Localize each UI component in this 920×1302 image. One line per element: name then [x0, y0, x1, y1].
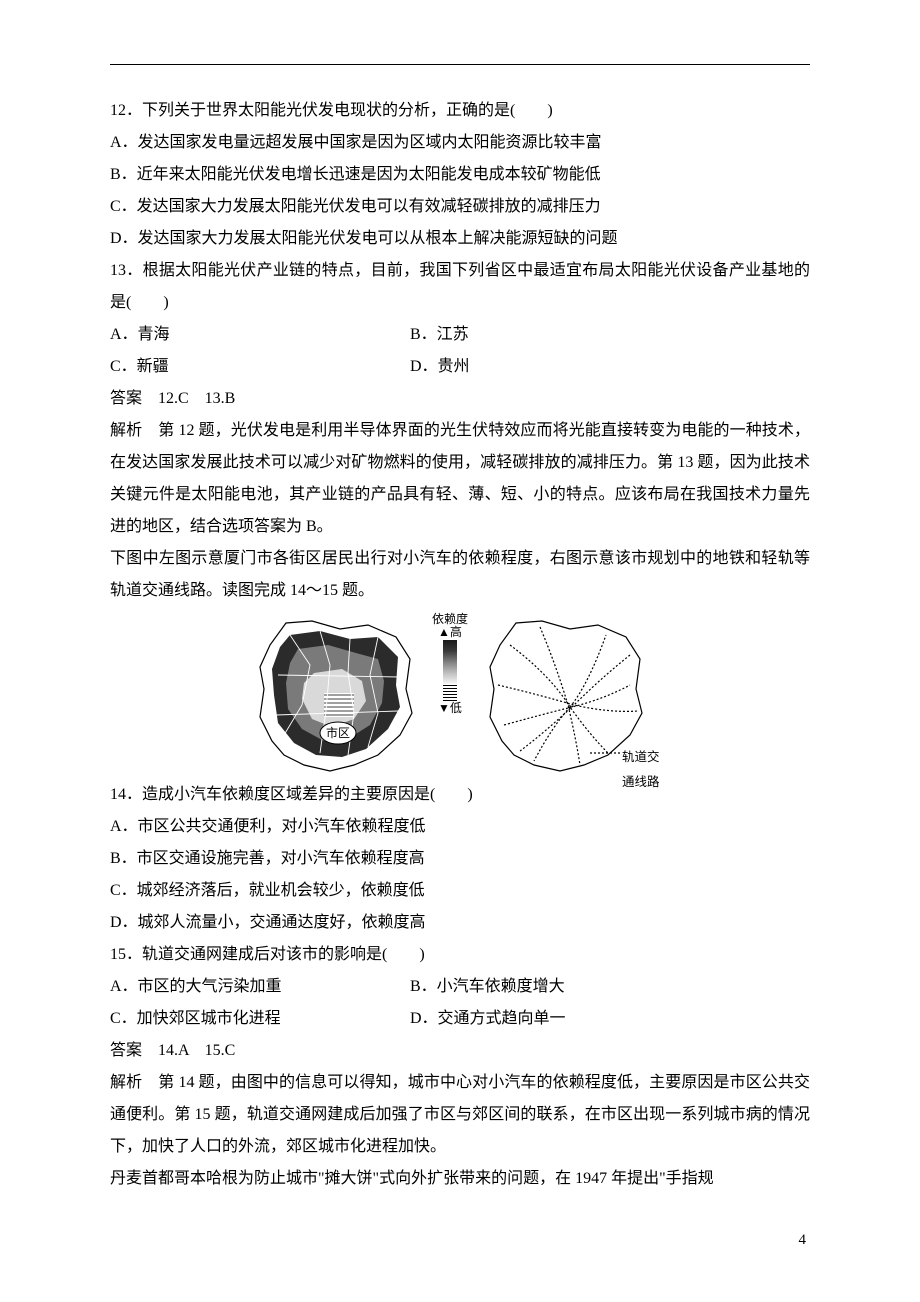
q15-option-b: B．小汽车依赖度增大 [410, 971, 810, 1003]
q13-row-ab: A．青海 B．江苏 [110, 319, 810, 351]
q13-stem: 13．根据太阳能光伏产业链的特点，目前，我国下列省区中最适宜布局太阳能光伏设备产… [110, 255, 810, 319]
q12-stem: 12．下列关于世界太阳能光伏发电现状的分析，正确的是( ) [110, 95, 810, 127]
page-number: 4 [110, 1225, 810, 1255]
right-map-outline [490, 621, 642, 771]
q14-option-b: B．市区交通设施完善，对小汽车依赖程度高 [110, 843, 810, 875]
legend-hatch [443, 685, 457, 701]
legend-low-arrow: ▼低 [438, 702, 462, 715]
legend-high-arrow: ▲高 [438, 626, 462, 639]
tail-paragraph: 丹麦首都哥本哈根为防止城市"摊大饼"式向外扩张带来的问题，在 1947 年提出"… [110, 1163, 810, 1195]
q15-option-c: C．加快郊区城市化进程 [110, 1003, 410, 1035]
svg-text:市区: 市区 [326, 725, 350, 740]
q13-option-b: B．江苏 [410, 319, 810, 351]
q13-row-cd: C．新疆 D．贵州 [110, 351, 810, 383]
q15-option-a: A．市区的大气污染加重 [110, 971, 410, 1003]
q14-stem: 14．造成小汽车依赖度区域差异的主要原因是( ) [110, 779, 810, 811]
left-map-svg: 市区 [250, 615, 420, 775]
explanation-14-15: 解析 第 14 题，由图中的信息可以得知，城市中心对小汽车的依赖程度低，主要原因… [110, 1067, 810, 1163]
rail-line-label: 轨道交通线路 [622, 745, 670, 795]
explanation-12-13: 解析 第 12 题，光伏发电是利用半导体界面的光生伏特效应而将光能直接转变为电能… [110, 415, 810, 543]
answer-14-15: 答案 14.A 15.C [110, 1035, 810, 1067]
q15-option-d: D．交通方式趋向单一 [410, 1003, 810, 1035]
figure-container: 市区 依赖度 ▲高 ▼低 [110, 615, 810, 775]
q13-option-a: A．青海 [110, 319, 410, 351]
q14-option-a: A．市区公共交通便利，对小汽车依赖程度低 [110, 811, 810, 843]
q15-row-ab: A．市区的大气污染加重 B．小汽车依赖度增大 [110, 971, 810, 1003]
figure-intro: 下图中左图示意厦门市各街区居民出行对小汽车的依赖程度，右图示意该市规划中的地铁和… [110, 543, 810, 607]
q15-row-cd: C．加快郊区城市化进程 D．交通方式趋向单一 [110, 1003, 810, 1035]
q12-option-a: A．发达国家发电量远超发展中国家是因为区域内太阳能资源比较丰富 [110, 127, 810, 159]
q13-option-d: D．贵州 [410, 351, 810, 383]
right-map-container: 轨道交通线路 [480, 615, 670, 775]
legend: 依赖度 ▲高 ▼低 [432, 613, 468, 716]
q14-option-d: D．城郊人流量小，交通通达度好，依赖度高 [110, 907, 810, 939]
q13-option-c: C．新疆 [110, 351, 410, 383]
q14-option-c: C．城郊经济落后，就业机会较少，依赖度低 [110, 875, 810, 907]
top-rule [110, 64, 810, 65]
q12-option-d: D．发达国家大力发展太阳能光伏发电可以从根本上解决能源短缺的问题 [110, 223, 810, 255]
answer-12-13: 答案 12.C 13.B [110, 383, 810, 415]
q12-option-c: C．发达国家大力发展太阳能光伏发电可以有效减轻碳排放的减排压力 [110, 191, 810, 223]
figure-maps: 市区 依赖度 ▲高 ▼低 [250, 615, 670, 775]
q15-stem: 15．轨道交通网建成后对该市的影响是( ) [110, 939, 810, 971]
left-map-shiqu-label: 市区 [320, 722, 356, 744]
q12-option-b: B．近年来太阳能光伏发电增长迅速是因为太阳能发电成本较矿物能低 [110, 159, 810, 191]
legend-gradient [443, 640, 457, 684]
document-page: 12．下列关于世界太阳能光伏发电现状的分析，正确的是( ) A．发达国家发电量远… [0, 0, 920, 1295]
